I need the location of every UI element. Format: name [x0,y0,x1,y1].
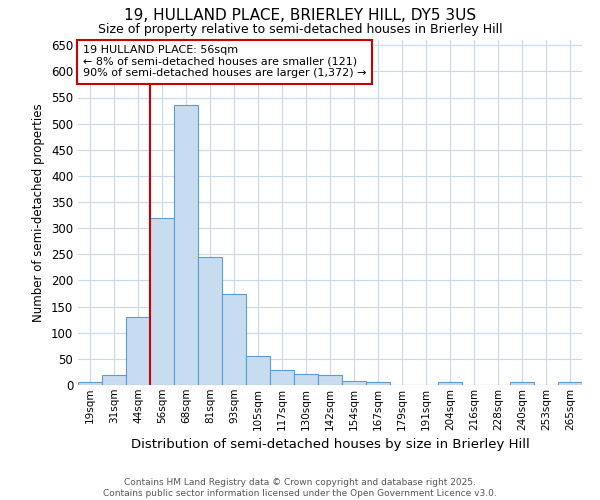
Bar [342,381,366,385]
Bar [558,382,582,385]
Bar [366,382,390,385]
Bar [198,257,222,385]
Text: 19, HULLAND PLACE, BRIERLEY HILL, DY5 3US: 19, HULLAND PLACE, BRIERLEY HILL, DY5 3U… [124,8,476,22]
Y-axis label: Number of semi-detached properties: Number of semi-detached properties [32,103,46,322]
Bar [318,374,342,385]
X-axis label: Distribution of semi-detached houses by size in Brierley Hill: Distribution of semi-detached houses by … [131,438,529,451]
Bar [102,374,126,385]
Bar [510,382,534,385]
Text: 19 HULLAND PLACE: 56sqm
← 8% of semi-detached houses are smaller (121)
90% of se: 19 HULLAND PLACE: 56sqm ← 8% of semi-det… [83,45,367,78]
Text: Contains HM Land Registry data © Crown copyright and database right 2025.
Contai: Contains HM Land Registry data © Crown c… [103,478,497,498]
Bar [294,374,318,385]
Text: Size of property relative to semi-detached houses in Brierley Hill: Size of property relative to semi-detach… [98,22,502,36]
Bar [78,382,102,385]
Bar [174,106,198,385]
Bar [150,218,174,385]
Bar [246,356,270,385]
Bar [438,382,462,385]
Bar [270,370,294,385]
Bar [126,317,150,385]
Bar [222,294,246,385]
